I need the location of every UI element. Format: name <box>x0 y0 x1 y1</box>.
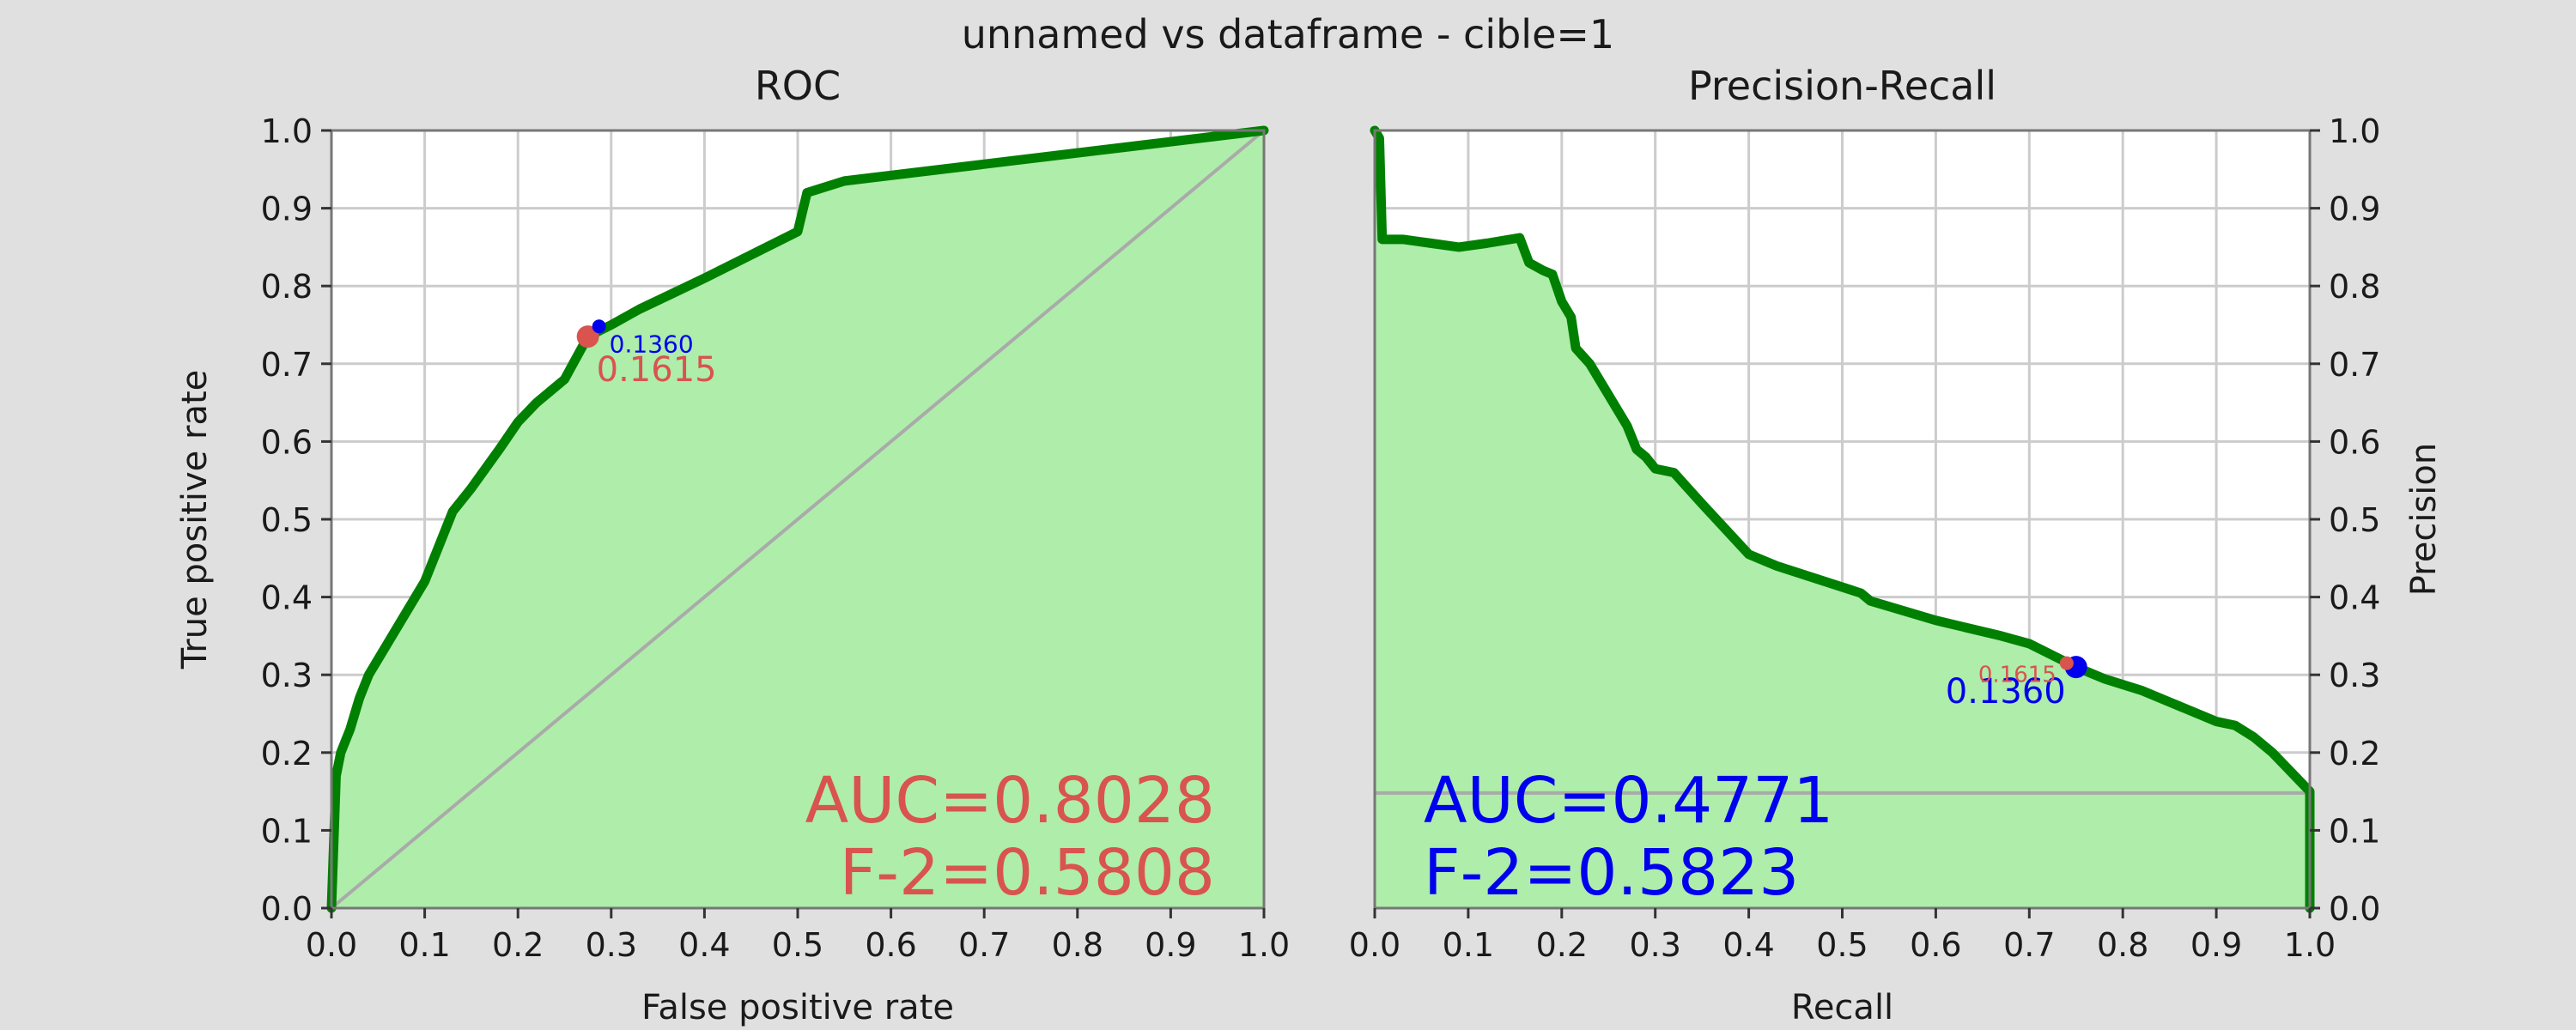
y-axis-label: True positive rate <box>175 370 215 670</box>
metric-annotation: F-2=0.5808 <box>840 836 1215 910</box>
y-tick-label: 0.9 <box>261 191 313 228</box>
y-tick-label: 0.2 <box>261 735 313 772</box>
x-tick-label: 0.4 <box>1722 926 1774 964</box>
x-tick-label: 0.1 <box>398 926 450 964</box>
figure-suptitle: unnamed vs dataframe - cible=1 <box>962 11 1614 58</box>
x-tick-label: 1.0 <box>2284 926 2336 964</box>
y-tick-label: 0.8 <box>261 268 313 306</box>
y-tick-label: 0.3 <box>261 657 313 694</box>
x-tick-label: 0.0 <box>306 926 357 964</box>
y-tick-label: 0.4 <box>2329 579 2380 617</box>
y-tick-label: 0.4 <box>261 579 313 617</box>
x-tick-label: 0.7 <box>2003 926 2055 964</box>
threshold-label: 0.1360 <box>610 330 694 358</box>
x-tick-label: 0.8 <box>2097 926 2148 964</box>
threshold-label: 0.1615 <box>597 350 717 390</box>
x-tick-label: 0.6 <box>1910 926 1961 964</box>
y-tick-label: 0.3 <box>2329 657 2380 694</box>
y-tick-label: 0.7 <box>261 346 313 384</box>
x-tick-label: 0.6 <box>865 926 916 964</box>
diagonal-reference-line <box>330 129 1266 910</box>
y-tick-label: 0.6 <box>261 423 313 461</box>
x-tick-label: 0.4 <box>678 926 730 964</box>
y-tick-label: 0.0 <box>261 890 313 928</box>
x-tick-label: 0.3 <box>586 926 637 964</box>
y-tick-label: 0.1 <box>2329 812 2380 850</box>
x-tick-label: 0.1 <box>1443 926 1494 964</box>
x-axis-label: False positive rate <box>641 988 954 1027</box>
x-tick-label: 0.8 <box>1052 926 1103 964</box>
x-tick-label: 0.2 <box>492 926 544 964</box>
y-tick-label: 0.1 <box>261 812 313 850</box>
precision-recall-chart: 0.0 0.0 0.1 0.1 0.2 0.2 0.3 0.3 0.4 0.4 0.5 0.5 0.6 0… <box>1349 63 2444 1027</box>
x-tick-label: 0.5 <box>772 926 823 964</box>
y-tick-label: 0.9 <box>2329 191 2380 228</box>
threshold-marker <box>576 325 599 348</box>
y-tick-label: 0.0 <box>2329 890 2380 928</box>
series-curve <box>326 125 1269 913</box>
x-tick-label: 0.7 <box>958 926 1010 964</box>
series-curve <box>1370 125 2315 913</box>
y-tick-label: 1.0 <box>2329 112 2380 150</box>
x-tick-label: 1.0 <box>1238 926 1290 964</box>
y-tick-label: 0.2 <box>2329 735 2380 772</box>
y-tick-label: 0.5 <box>261 501 313 539</box>
roc-chart: 0.00.0 0.1 0.1 0.2 0.2 0.3 0.3 0.4 0.4 0.5 0.5 0.6 0… <box>175 63 1290 1027</box>
x-axis-label: Recall <box>1791 988 1893 1027</box>
x-tick-label: 0.5 <box>1816 926 1868 964</box>
y-tick-label: 0.6 <box>2329 423 2380 461</box>
curve-fill-area <box>1375 130 2310 908</box>
x-tick-label: 0.3 <box>1629 926 1680 964</box>
chart-title: Precision-Recall <box>1688 63 1996 109</box>
threshold-label: 0.1360 <box>1946 672 2066 712</box>
y-axis-label: Precision <box>2404 443 2444 596</box>
metric-annotation: F-2=0.5823 <box>1424 836 1799 910</box>
y-tick-label: 0.7 <box>2329 346 2380 384</box>
y-tick-label: 0.5 <box>2329 501 2380 539</box>
threshold-marker <box>592 319 606 334</box>
x-tick-label: 0.2 <box>1536 926 1588 964</box>
x-tick-label: 0.9 <box>2190 926 2242 964</box>
x-tick-label: 0.9 <box>1145 926 1196 964</box>
chart-title: ROC <box>755 63 841 109</box>
x-tick-label: 0.0 <box>1349 926 1400 964</box>
y-tick-label: 0.8 <box>2329 268 2380 306</box>
threshold-label: 0.1615 <box>1978 663 2057 688</box>
y-tick-label: 1.0 <box>261 112 313 150</box>
threshold-marker <box>2059 656 2074 670</box>
metric-annotation: AUC=0.8028 <box>805 764 1215 838</box>
metric-annotation: AUC=0.4771 <box>1424 764 1833 838</box>
